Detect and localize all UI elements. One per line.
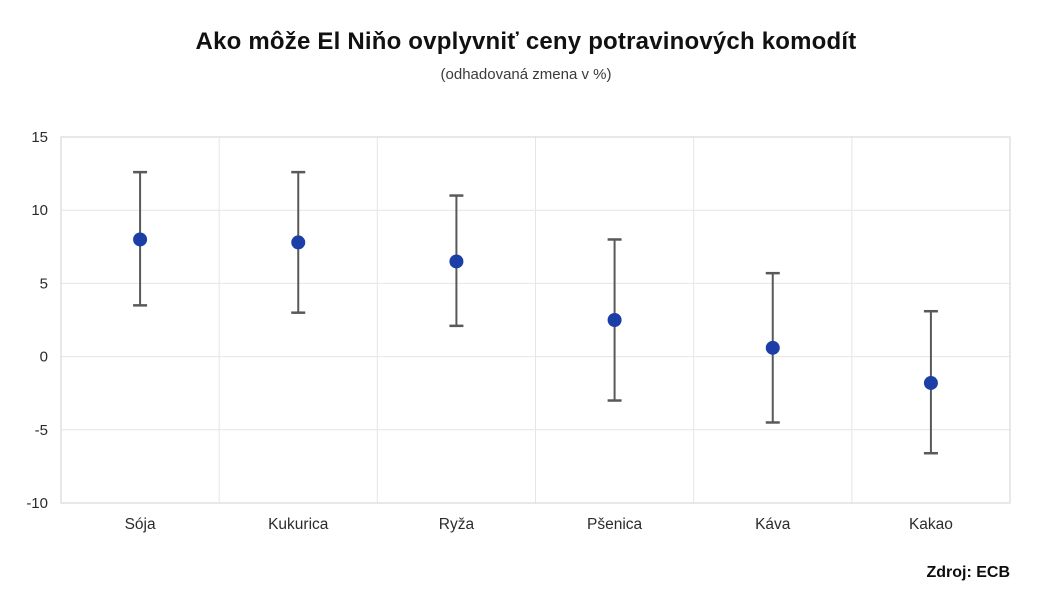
y-tick-label: 5 bbox=[40, 275, 48, 292]
plot-border bbox=[60, 136, 1011, 504]
x-category-label: Pšenica bbox=[587, 516, 643, 533]
y-tick-label: 0 bbox=[40, 349, 48, 366]
x-category-label: Sója bbox=[125, 516, 156, 533]
x-category-label: Ryža bbox=[439, 516, 475, 533]
chart-title: Ako môže El Niňo ovplyvniť ceny potravin… bbox=[195, 28, 857, 55]
y-tick-label: -5 bbox=[35, 422, 48, 439]
y-tick-label: -10 bbox=[26, 495, 48, 512]
point-marker bbox=[291, 235, 306, 250]
x-category-label: Kakao bbox=[909, 516, 953, 533]
y-tick-label: 10 bbox=[31, 202, 48, 219]
point-marker bbox=[449, 254, 464, 269]
point-marker bbox=[607, 313, 622, 327]
source-label: Zdroj: ECB bbox=[926, 564, 1010, 581]
point-marker bbox=[765, 340, 780, 355]
x-category-label: Káva bbox=[755, 516, 791, 533]
point-marker bbox=[133, 232, 148, 247]
chart-subtitle: (odhadovaná zmena v %) bbox=[440, 66, 612, 83]
point-marker bbox=[923, 375, 938, 390]
x-category-label: Kukurica bbox=[268, 516, 329, 533]
y-tick-label: 15 bbox=[31, 129, 48, 146]
plot-area: 15 10 5 0 -5 -10 Sója Kukurica Ryža Pšenica Káva Ka… bbox=[26, 129, 1011, 533]
